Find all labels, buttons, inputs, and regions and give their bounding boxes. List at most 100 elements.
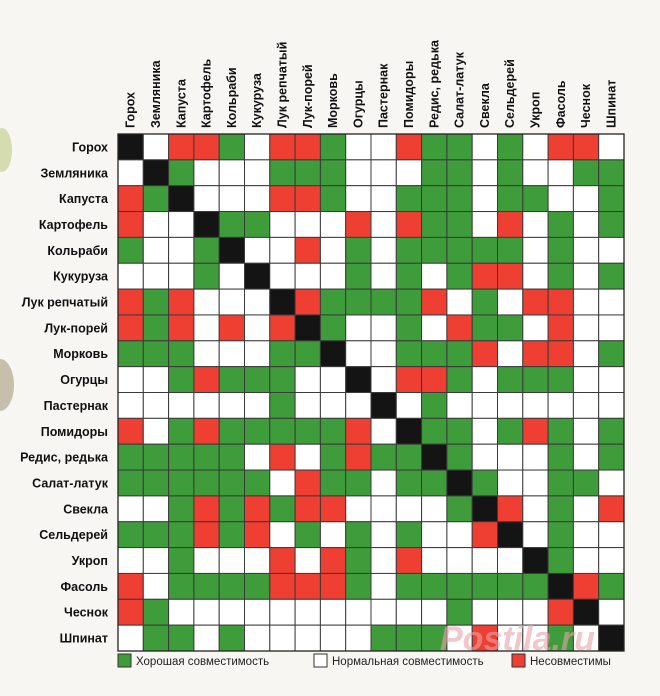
cell: [497, 262, 524, 290]
cell: [572, 392, 600, 419]
cell: [421, 211, 448, 238]
row-label: Кукуруза: [53, 270, 109, 284]
cell: [421, 417, 448, 445]
cell: [218, 211, 245, 238]
cell: [244, 417, 271, 445]
cell: [547, 392, 574, 419]
cell: [319, 521, 347, 549]
cell: [117, 547, 144, 574]
cell: [370, 133, 397, 161]
cell: [345, 211, 372, 238]
cell: [319, 236, 347, 264]
cell: [522, 521, 549, 549]
cell: [522, 159, 549, 187]
cell: [547, 262, 574, 290]
cell: [547, 443, 574, 471]
cell: [522, 469, 549, 497]
cell: [269, 572, 296, 600]
cell: [497, 495, 524, 523]
column-label: Шпинат: [604, 80, 618, 128]
cell: [117, 185, 144, 213]
column-label: Чеснок: [579, 83, 593, 128]
cell: [522, 443, 549, 471]
cell: [294, 572, 321, 600]
cell: [370, 572, 397, 600]
cell: [572, 547, 600, 574]
cell: [370, 598, 397, 626]
cell: [168, 392, 195, 419]
cell: [395, 288, 423, 316]
cell: [446, 236, 473, 264]
cell: [345, 314, 372, 342]
cell: [547, 236, 574, 264]
cell: [117, 443, 144, 471]
cell: [572, 314, 600, 342]
column-label: Лук-порей: [301, 64, 315, 128]
cell: [471, 624, 499, 652]
cell: [345, 598, 372, 626]
row-label: Чеснок: [64, 606, 109, 620]
cell: [218, 288, 245, 316]
cell: [218, 443, 245, 471]
cell: [471, 236, 499, 264]
watermark-text: Postila.ru: [440, 620, 595, 658]
cell: [370, 262, 397, 290]
cell: [244, 340, 271, 368]
cell: [345, 159, 372, 187]
cell: [446, 547, 473, 574]
cell: [294, 288, 321, 316]
cell: [522, 392, 549, 419]
cell: [168, 185, 195, 213]
cell: [319, 495, 347, 523]
cell: [218, 314, 245, 342]
cell: [142, 262, 170, 290]
cell: [395, 236, 423, 264]
cell: [218, 340, 245, 368]
cell: [497, 547, 524, 574]
column-label: Лук репчатый: [275, 42, 289, 128]
cell: [294, 185, 321, 213]
cell: [446, 159, 473, 187]
cell: [572, 417, 600, 445]
cell: [142, 598, 170, 626]
cell: [370, 547, 397, 574]
cell: [421, 392, 448, 419]
row-label: Горох: [72, 140, 108, 154]
cell: [294, 366, 321, 393]
cell: [497, 185, 524, 213]
cell: [547, 340, 574, 368]
cell: [497, 392, 524, 419]
cell: [168, 211, 195, 238]
cell: [421, 624, 448, 652]
cell: [497, 366, 524, 393]
cell: [547, 598, 574, 626]
cell: [395, 443, 423, 471]
cell: [471, 314, 499, 342]
cell: [193, 159, 220, 187]
cell: [446, 417, 473, 445]
cell: [319, 133, 347, 161]
cell: [193, 521, 220, 549]
cell: [294, 236, 321, 264]
cell: [193, 133, 220, 161]
cell: [319, 314, 347, 342]
cell: [345, 366, 372, 393]
cell: [218, 624, 245, 652]
cell: [446, 185, 473, 213]
cell: [522, 495, 549, 523]
cell: [193, 262, 220, 290]
cell: [522, 340, 549, 368]
cell: [446, 392, 473, 419]
cell: [193, 624, 220, 652]
cell: [421, 366, 448, 393]
cell: [345, 185, 372, 213]
cell: [598, 521, 625, 549]
cell: [471, 392, 499, 419]
cell: [117, 262, 144, 290]
cell: [598, 417, 625, 445]
cell: [522, 236, 549, 264]
cell: [370, 340, 397, 368]
cell: [572, 366, 600, 393]
cell: [168, 366, 195, 393]
cell: [142, 366, 170, 393]
